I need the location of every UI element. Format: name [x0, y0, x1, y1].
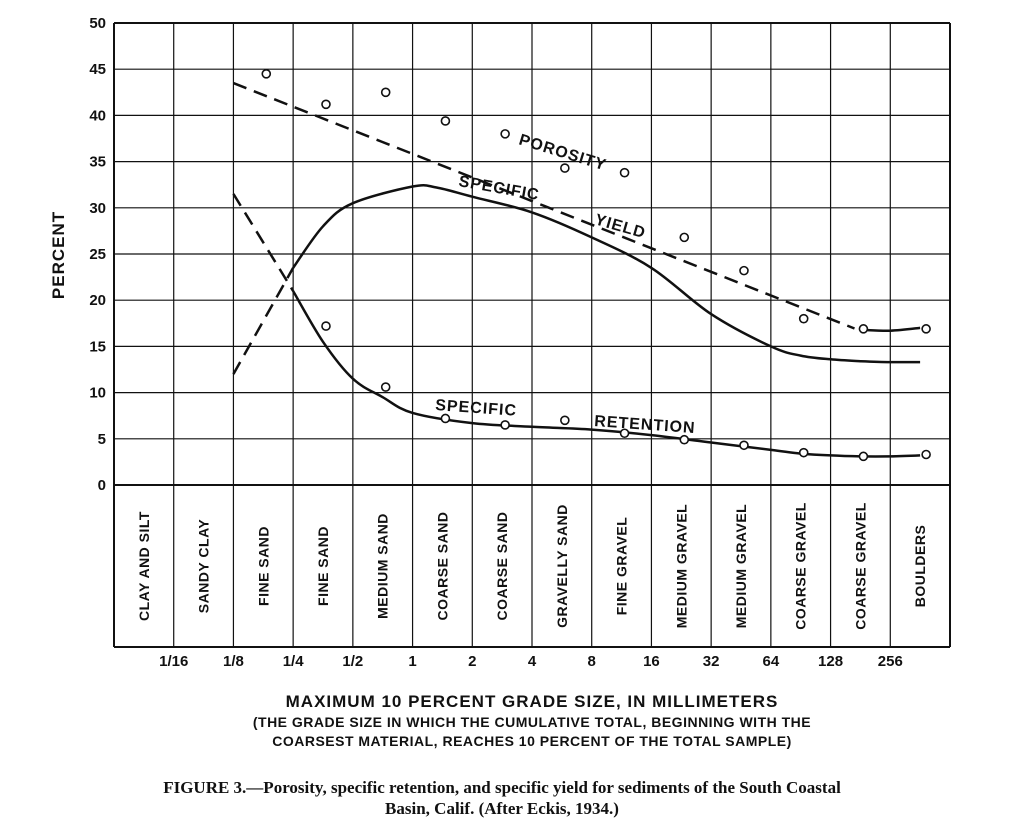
porosity-point: [679, 232, 690, 243]
specific_yield-dashed-line: [232, 267, 295, 375]
specific-yield-label-1: SPECIFIC: [457, 173, 541, 204]
specific-retention-label-1: SPECIFIC: [435, 397, 518, 420]
specific_retention-point: [321, 321, 331, 331]
specific_retention-point: [440, 413, 451, 424]
sediment-label: COARSE SAND: [434, 512, 450, 621]
specific_retention-line: [292, 290, 921, 458]
sediment-label: FINE SAND: [315, 526, 331, 606]
porosity-point: [858, 324, 869, 334]
x-tick-label: 256: [878, 653, 903, 670]
sediment-label: COARSE GRAVEL: [793, 502, 809, 630]
sediment-label: FINE SAND: [255, 526, 271, 606]
chart-curves: [232, 81, 921, 458]
porosity-point: [261, 69, 272, 79]
specific_retention-point: [739, 440, 749, 451]
specific-yield-label-2: YIELD: [593, 212, 648, 243]
x-tick-label: 4: [528, 653, 537, 670]
x-axis-title: MAXIMUM 10 PERCENT GRADE SIZE, IN MILLIM…: [286, 692, 779, 711]
specific_retention-point: [619, 428, 630, 439]
y-tick-label: 45: [89, 61, 106, 78]
y-tick-label: 40: [89, 107, 106, 124]
y-tick-label: 50: [89, 15, 106, 32]
data-points: [261, 69, 931, 462]
x-axis-note-line-1: (THE GRADE SIZE IN WHICH THE CUMULATIVE …: [253, 714, 811, 730]
porosity-point: [619, 167, 630, 178]
x-tick-label: 8: [588, 653, 596, 670]
porosity-point: [739, 265, 749, 276]
specific-retention-label-2: RETENTION: [594, 413, 696, 437]
y-tick-label: 10: [89, 385, 106, 402]
sediment-label: COARSE GRAVEL: [852, 502, 868, 630]
porosity-point: [798, 313, 809, 324]
y-tick-label: 35: [89, 154, 106, 171]
sediment-label: COARSE SAND: [494, 512, 510, 621]
y-tick-label: 15: [89, 338, 106, 355]
specific_retention-point: [380, 382, 391, 392]
porosity-point: [921, 324, 931, 334]
sediment-column-labels: CLAY AND SILT SANDY CLAY FINE SAND FINE SAN…: [136, 502, 928, 630]
x-tick-label: 128: [818, 653, 843, 670]
sediment-label: BOULDERS: [912, 525, 928, 608]
x-tick-label: 1/4: [283, 653, 305, 670]
sediment-label: MEDIUM GRAVEL: [733, 504, 749, 628]
sediment-label: FINE GRAVEL: [614, 517, 630, 616]
porosity-point: [321, 99, 331, 110]
specific_retention-point: [679, 434, 690, 445]
x-tick-label: 1: [408, 653, 416, 670]
x-tick-label: 1/16: [159, 653, 188, 670]
figure-caption-line-1: FIGURE 3.—Porosity, specific retention, …: [163, 778, 841, 797]
porosity-point: [380, 87, 391, 98]
specific_retention-dashed-line: [232, 193, 295, 292]
x-tick-label: 16: [643, 653, 660, 670]
y-axis-ticks: 0 5 10 15 20 25 30 35 40 45 50: [89, 15, 106, 494]
x-axis-grade-ticks: 1/16 1/8 1/4 1/2 1 2 4 8 16 32 64 128 256: [159, 653, 903, 670]
sediment-label: CLAY AND SILT: [136, 511, 152, 621]
chart-grid: [113, 22, 951, 648]
y-tick-label: 25: [89, 246, 106, 263]
y-tick-label: 30: [89, 200, 106, 217]
sediment-label: MEDIUM SAND: [375, 513, 391, 619]
specific_retention-point: [858, 451, 869, 462]
x-tick-label: 1/2: [342, 653, 363, 670]
x-tick-label: 32: [703, 653, 720, 670]
curve-labels: POROSITY SPECIFIC YIELD SPECIFIC RETENTI…: [435, 132, 696, 437]
y-tick-label: 0: [98, 477, 106, 494]
specific_retention-point: [500, 420, 510, 430]
y-tick-label: 5: [98, 431, 106, 448]
x-tick-label: 1/8: [223, 653, 244, 670]
specific_retention-point: [798, 447, 809, 458]
specific_yield-line: [292, 183, 921, 364]
porosity-point: [560, 163, 570, 173]
sediment-label: SANDY CLAY: [196, 519, 212, 614]
y-tick-label: 20: [89, 292, 106, 309]
sediment-label: GRAVELLY SAND: [554, 504, 570, 628]
sediment-label: MEDIUM GRAVEL: [673, 504, 689, 628]
figure-caption-line-2: Basin, Calif. (After Eckis, 1934.): [385, 799, 619, 818]
x-axis-note-line-2: COARSEST MATERIAL, REACHES 10 PERCENT OF…: [272, 733, 792, 749]
y-axis-title: PERCENT: [49, 211, 68, 299]
specific_retention-point: [921, 449, 931, 460]
x-tick-label: 2: [468, 653, 476, 670]
x-tick-label: 64: [763, 653, 780, 670]
porosity-point: [500, 129, 510, 139]
porosity-dashed-line: [232, 81, 855, 330]
porosity-point: [440, 116, 451, 126]
specific_retention-point: [560, 415, 570, 426]
